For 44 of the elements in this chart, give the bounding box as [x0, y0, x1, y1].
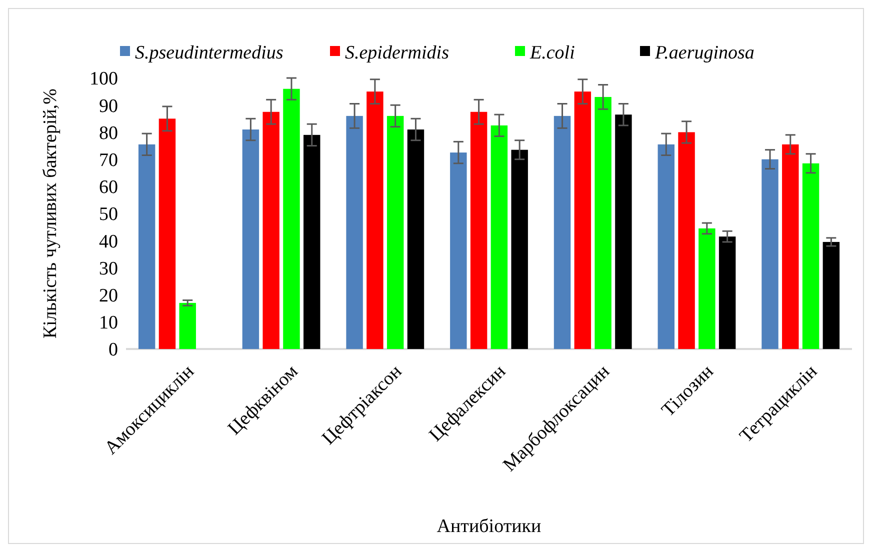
bar [718, 236, 736, 349]
x-axis-title: Антибіотики [436, 516, 542, 537]
bar [554, 116, 571, 349]
bar [594, 96, 612, 349]
bar [138, 144, 156, 349]
bar [658, 144, 674, 349]
bar [346, 116, 363, 349]
y-tick-label: 0 [108, 340, 118, 361]
bar [574, 92, 592, 349]
y-tick-label: 90 [99, 96, 118, 117]
bar [678, 132, 695, 349]
bar [822, 242, 840, 349]
bar [782, 144, 799, 349]
bar [386, 116, 404, 349]
bar [615, 114, 632, 349]
y-tick-label: 10 [99, 312, 118, 334]
y-tick-label: 80 [99, 122, 118, 144]
legend-label: P.aeruginosa [654, 42, 754, 64]
y-tick-label: 70 [99, 150, 118, 171]
legend-label: S.pseudintermedius [135, 42, 284, 64]
y-tick-label: 50 [99, 204, 118, 226]
bar [366, 92, 384, 349]
y-tick-label: 60 [99, 177, 118, 198]
bar [450, 152, 467, 349]
bar [511, 150, 528, 349]
y-tick-label: 30 [99, 258, 118, 280]
y-axis-title: Кількість чутливих бактерій,% [40, 88, 61, 339]
bar [407, 129, 424, 349]
y-tick-label: 20 [99, 285, 118, 306]
bar [158, 118, 176, 349]
bar [283, 88, 300, 349]
legend-label: E.coli [529, 42, 575, 64]
bar [762, 159, 778, 349]
y-tick-label: 40 [99, 231, 118, 252]
bar [802, 163, 820, 349]
bar [698, 228, 716, 349]
legend-label: S.epidermidis [345, 42, 449, 64]
bar [470, 112, 488, 349]
bar [262, 112, 280, 349]
bar [179, 302, 196, 349]
y-tick-label: 100 [90, 68, 118, 90]
bar [304, 134, 320, 349]
bar [242, 129, 260, 349]
bar [490, 125, 508, 349]
